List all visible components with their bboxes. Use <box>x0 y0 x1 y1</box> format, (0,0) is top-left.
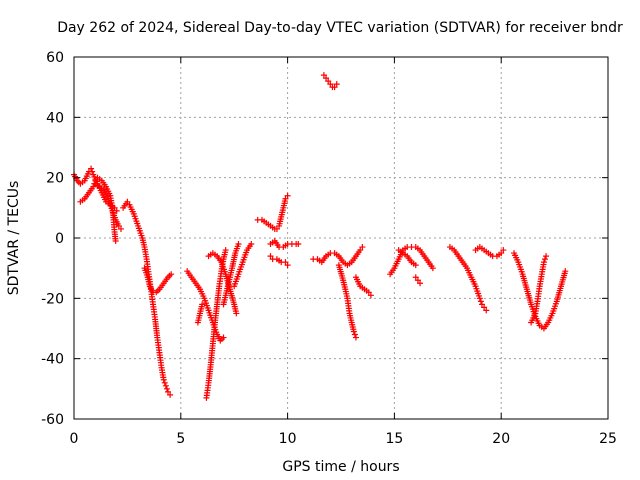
data-point <box>235 241 242 248</box>
x-axis-label: GPS time / hours <box>282 459 399 475</box>
data-point <box>284 192 291 199</box>
data-point <box>351 331 358 338</box>
y-tick-label: -40 <box>41 352 64 368</box>
data-point <box>162 382 169 389</box>
data-point <box>540 259 547 266</box>
data-point <box>90 183 97 190</box>
series-arc-17 <box>335 262 359 341</box>
data-point <box>284 262 291 269</box>
y-tick-label: 20 <box>46 171 64 187</box>
grid <box>74 57 608 419</box>
data-point <box>117 225 124 232</box>
data-point <box>483 307 490 314</box>
data-point <box>124 198 131 205</box>
data-point <box>541 256 548 263</box>
series-arc-18 <box>352 274 374 299</box>
series-arc-04 <box>120 198 174 398</box>
data-point <box>562 268 569 275</box>
x-tick-label: 5 <box>176 431 185 447</box>
x-tick-label: 10 <box>279 431 297 447</box>
series-arc-07 <box>194 301 206 326</box>
series-arc-22 <box>446 244 490 314</box>
series-arc-15 <box>320 72 340 91</box>
data-point <box>417 280 424 287</box>
series-arc-05 <box>141 265 175 296</box>
series-arc-21 <box>412 274 424 287</box>
data-point <box>199 301 206 308</box>
data-point <box>88 165 95 172</box>
data-point <box>500 247 507 254</box>
data-point <box>412 262 419 269</box>
x-tick-label: 20 <box>492 431 510 447</box>
series-arc-08 <box>203 247 229 401</box>
y-axis-label: SDTVAR / TECUs <box>6 181 22 296</box>
series-arc-23 <box>472 244 507 260</box>
series-arc-12 <box>254 192 291 232</box>
series-arc-13 <box>267 238 302 251</box>
series-arc-24 <box>511 250 569 332</box>
data-point <box>333 81 340 88</box>
x-tick-label: 0 <box>70 431 79 447</box>
data-point <box>543 253 550 260</box>
data-point <box>267 253 274 260</box>
data-point <box>273 225 280 232</box>
data-point <box>320 72 327 79</box>
data-point <box>331 84 338 91</box>
data-point <box>163 385 170 392</box>
data-point <box>323 75 330 82</box>
data-point <box>295 241 302 248</box>
data-point <box>115 222 122 229</box>
data-point <box>429 265 436 272</box>
data-point <box>161 379 168 386</box>
series-arc-19 <box>387 244 436 278</box>
series-arc-16 <box>310 244 366 269</box>
series-arc-20 <box>395 247 419 269</box>
axis-ticks: 0 5 10 15 20 25 -60 -40 -20 0 20 40 60 <box>41 50 617 447</box>
data-point <box>167 391 174 398</box>
data-point <box>477 298 484 305</box>
data-point <box>414 277 421 284</box>
data-point <box>282 259 289 266</box>
data-point <box>359 244 366 251</box>
data-point <box>481 304 488 311</box>
data-point <box>168 271 175 278</box>
data-point <box>164 388 171 395</box>
data-point <box>220 334 227 341</box>
y-tick-label: -20 <box>41 291 64 307</box>
data-point <box>89 168 96 175</box>
series-arc-09 <box>205 250 240 317</box>
data-point <box>365 289 372 296</box>
data-point <box>498 250 505 257</box>
series-arc-03 <box>92 180 124 232</box>
data-point <box>476 295 483 302</box>
data-point <box>352 334 359 341</box>
data-point <box>350 328 357 335</box>
data-point <box>412 274 419 281</box>
y-tick-label: 0 <box>55 231 64 247</box>
data-points <box>71 72 569 401</box>
data-point <box>222 247 229 254</box>
data-point <box>367 292 374 299</box>
y-tick-label: -60 <box>41 412 64 428</box>
series-arc-10 <box>220 241 242 308</box>
data-point <box>282 195 289 202</box>
data-point <box>478 301 485 308</box>
data-point <box>325 78 332 85</box>
series-arc-11 <box>231 241 255 290</box>
series-arc-25 <box>528 253 550 326</box>
series-arc-01 <box>71 165 120 214</box>
y-tick-label: 40 <box>46 110 64 126</box>
x-tick-label: 25 <box>599 431 617 447</box>
data-point <box>357 247 364 254</box>
data-point <box>233 310 240 317</box>
data-point <box>248 241 255 248</box>
series-arc-14 <box>267 253 291 269</box>
data-point <box>112 238 119 245</box>
x-tick-label: 15 <box>385 431 403 447</box>
data-point <box>160 376 167 383</box>
chart-title: Day 262 of 2024, Sidereal Day-to-day VTE… <box>57 20 623 36</box>
y-tick-label: 60 <box>46 50 64 66</box>
data-point <box>327 81 334 88</box>
